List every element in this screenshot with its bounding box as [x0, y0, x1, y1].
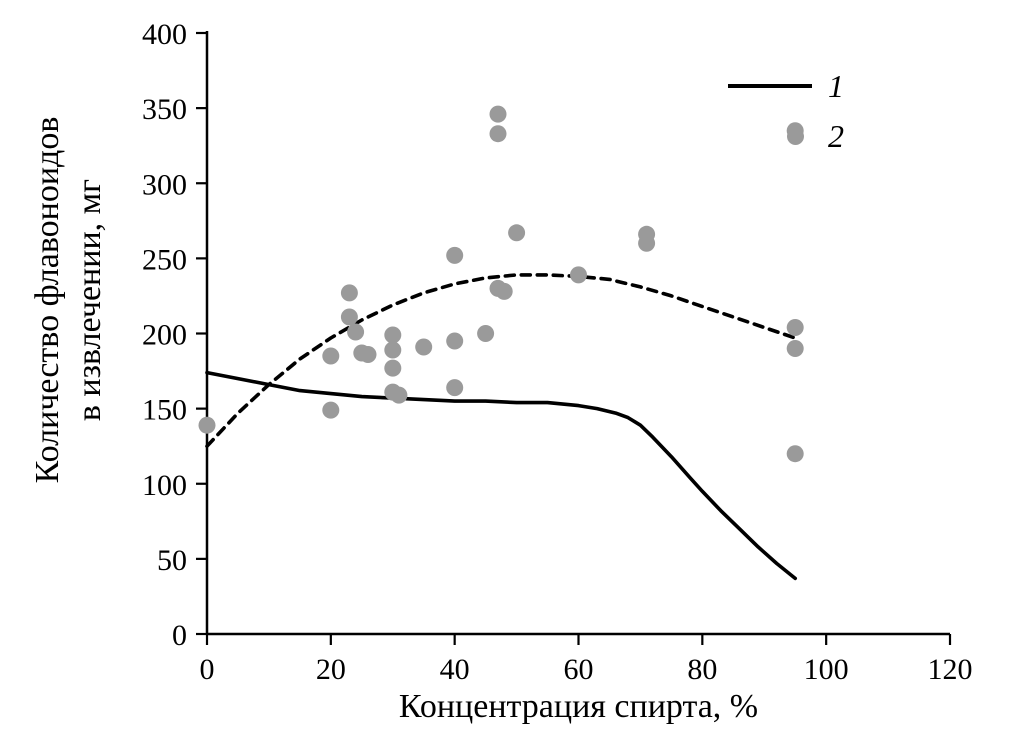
solid-line-marker-icon: [728, 84, 812, 88]
data-point: [570, 266, 587, 284]
y-axis-title-line1: Количество флавоноидов: [29, 116, 66, 484]
data-point: [446, 379, 464, 397]
data-point: [384, 326, 402, 344]
x-tick-label: 40: [440, 653, 470, 686]
data-point: [198, 416, 216, 434]
x-tick-label: 80: [687, 653, 717, 686]
legend-marker-box-2: [728, 127, 812, 145]
data-point: [495, 282, 513, 300]
data-point: [489, 105, 507, 123]
y-axis-title: Количество флавоноидов в извлечении, мг: [27, 0, 117, 605]
y-axis-title-line2: в извлечении, мг: [71, 178, 108, 422]
x-tick-label: 100: [804, 653, 849, 686]
data-point: [508, 224, 526, 242]
data-point: [347, 323, 365, 341]
legend-label-1: 1: [828, 67, 844, 104]
legend-item-2: 2: [728, 118, 844, 154]
data-point: [340, 308, 358, 326]
legend-label-2: 2: [828, 117, 844, 154]
data-point: [322, 401, 340, 419]
data-point: [446, 332, 464, 350]
data-point: [786, 445, 804, 463]
x-tick-label: 60: [564, 653, 594, 686]
data-point: [390, 386, 408, 404]
data-point: [477, 325, 495, 342]
axes: 0 20 40 60 80 100 120 0 50 100 150 200 250 300 350 400: [142, 18, 973, 686]
data-point: [489, 125, 507, 143]
data-point: [415, 338, 433, 356]
data-point: [340, 284, 358, 302]
y-tick-label: 150: [142, 394, 187, 427]
data-point: [786, 340, 804, 357]
legend-marker-box-1: [728, 84, 812, 88]
x-tick-label: 20: [316, 653, 346, 686]
y-tick-label: 0: [172, 619, 187, 652]
data-point: [638, 234, 656, 252]
data-point: [786, 319, 804, 336]
y-tick-label: 200: [142, 319, 187, 352]
data-point: [384, 341, 402, 359]
series-scatter-2-points: [198, 105, 804, 463]
y-tick-label: 50: [157, 544, 187, 577]
y-tick-label: 350: [142, 93, 187, 126]
y-tick-label: 400: [142, 18, 187, 51]
x-tick-label: 0: [200, 653, 215, 686]
data-point: [446, 246, 464, 264]
y-tick-label: 250: [142, 243, 187, 276]
data-point: [384, 359, 402, 377]
x-axis-title: Концентрация спирта, %: [398, 688, 759, 725]
data-point: [322, 347, 340, 365]
legend-item-1: 1: [728, 68, 844, 104]
y-tick-label: 300: [142, 168, 187, 201]
series-line-2-trend: [205, 273, 798, 449]
data-point: [359, 346, 377, 363]
x-tick-label: 120: [928, 653, 973, 686]
y-tick-label: 100: [142, 469, 187, 502]
gray-dot-marker-icon: [787, 127, 804, 145]
legend: 1 2: [728, 68, 844, 154]
series-line-1: [205, 370, 798, 581]
